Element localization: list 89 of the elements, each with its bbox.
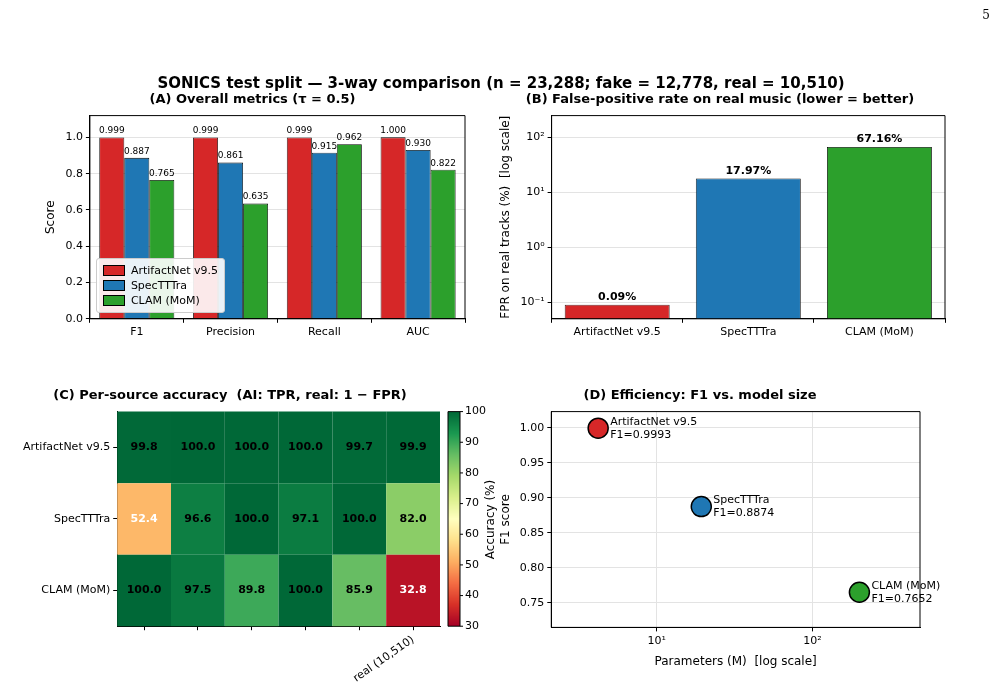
data-label: 0.887 <box>123 145 150 156</box>
chart-title: (B) False-positive rate on real music (lower = better) <box>525 91 915 107</box>
data-label: 99.9 <box>399 440 427 454</box>
data-label: 0.999 <box>98 125 125 136</box>
data-label: 0.861 <box>217 150 244 161</box>
data-label: 17.97% <box>725 163 772 177</box>
data-label: 32.8 <box>399 583 427 597</box>
color-bar-label: 60 <box>465 527 479 541</box>
data-label: 0.930 <box>405 137 432 148</box>
data-label: 1.000 <box>380 125 407 136</box>
y-tick-label: 10² <box>526 130 545 144</box>
data-label: 89.8 <box>238 583 266 597</box>
text: SONICS test split — 3-way comparison (n = 23,288; fake = 12,778, real = 10,510) <box>156 74 846 92</box>
data-label: 100.0 <box>234 511 270 525</box>
legend-label: SpecTTTra <box>130 278 188 292</box>
data-label: 99.8 <box>130 440 158 454</box>
data-label: 99.7 <box>345 440 373 454</box>
data-label: 96.6 <box>184 511 212 525</box>
x-tick-label: Recall <box>307 325 341 339</box>
data-label: 67.16% <box>856 132 903 146</box>
data-label: 0.999 <box>286 125 313 136</box>
y-tick-label: SpecTTTra <box>54 511 111 525</box>
x-tick-label: AUC <box>406 325 431 339</box>
data-label: F1=0.8874 <box>713 506 775 520</box>
data-label: 100.0 <box>234 440 270 454</box>
y-tick-label: 0.4 <box>65 239 83 253</box>
y-tick-label: 0.0 <box>65 311 83 325</box>
y-tick-label: 0.2 <box>65 275 83 289</box>
x-tick-label: 10¹ <box>647 633 667 647</box>
data-label: 82.0 <box>399 511 428 525</box>
data-label: 100.0 <box>126 583 162 597</box>
y-axis-title: Score <box>43 200 58 234</box>
data-label: 0.915 <box>311 140 338 151</box>
text: 5 <box>982 8 990 22</box>
chart-title: (D) Efficiency: F1 vs. model size <box>583 387 817 403</box>
x-tick-label: CLAM (MoM) <box>845 325 914 339</box>
data-label: 85.9 <box>345 583 373 597</box>
data-label: 0.999 <box>192 125 219 136</box>
y-tick-label: 10⁰ <box>526 240 546 254</box>
color-bar-label: 50 <box>465 557 479 571</box>
series-label: SpecTTTra <box>713 493 770 507</box>
data-label: 52.4 <box>130 511 159 525</box>
x-tick-label: Precision <box>206 325 256 339</box>
data-label: 0.09% <box>598 290 637 304</box>
data-label: 0.962 <box>336 132 363 143</box>
color-bar-label: 30 <box>465 619 479 633</box>
y-axis-title: F1 score <box>497 494 512 545</box>
y-tick-label: 0.6 <box>65 202 83 216</box>
text: Accuracy (%) <box>483 479 498 560</box>
x-tick-label: 10² <box>803 633 822 647</box>
data-label: 0.635 <box>242 191 269 202</box>
data-label: 0.822 <box>430 157 456 168</box>
series-label: ArtifactNet v9.5 <box>610 415 698 429</box>
data-label: 100.0 <box>288 583 324 597</box>
data-label: 100.0 <box>180 440 216 454</box>
color-bar-label: 70 <box>465 496 479 510</box>
data-label: 100.0 <box>288 440 324 454</box>
color-bar-label: 90 <box>465 435 479 449</box>
data-label: 97.1 <box>291 511 320 525</box>
y-tick-label: ArtifactNet v9.5 <box>23 440 111 454</box>
color-bar-label: 40 <box>465 588 479 602</box>
data-label: 0.765 <box>148 167 175 178</box>
y-tick-label: 10⁻¹ <box>520 295 545 309</box>
color-bar-label: 80 <box>465 465 479 479</box>
series-label: CLAM (MoM) <box>871 579 941 593</box>
y-tick-label: 0.85 <box>519 525 545 539</box>
y-tick-label: 0.8 <box>65 166 83 180</box>
y-tick-label: 10¹ <box>526 185 545 199</box>
data-label: 97.5 <box>184 583 212 597</box>
chart-title: (A) Overall metrics (τ = 0.5) <box>149 91 356 107</box>
x-tick-label: F1 <box>130 325 144 339</box>
color-bar-label: 100 <box>465 404 486 418</box>
y-tick-label: 1.0 <box>65 130 83 144</box>
chart-title: (C) Per-source accuracy (AI: TPR, real: 1 − FPR) <box>53 387 407 403</box>
x-tick-label: ArtifactNet v9.5 <box>573 325 661 339</box>
x-axis-title: Parameters (M) [log scale] <box>654 653 817 668</box>
y-tick-label: CLAM (MoM) <box>41 583 111 597</box>
y-tick-label: 0.95 <box>519 455 545 469</box>
data-label: F1=0.7652 <box>871 592 933 606</box>
data-label: 100.0 <box>341 511 378 525</box>
x-tick-label: SpecTTTra <box>720 325 777 339</box>
y-axis-title: FPR on real tracks (%) [log scale] <box>498 115 513 319</box>
y-tick-label: 0.75 <box>519 595 545 609</box>
y-tick-label: 0.80 <box>519 560 545 574</box>
y-tick-label: 0.90 <box>519 490 545 504</box>
data-label: F1=0.9993 <box>610 428 672 442</box>
legend-label: CLAM (MoM) <box>130 293 200 307</box>
y-tick-label: 1.00 <box>519 420 545 434</box>
legend-label: ArtifactNet v9.5 <box>130 263 219 277</box>
